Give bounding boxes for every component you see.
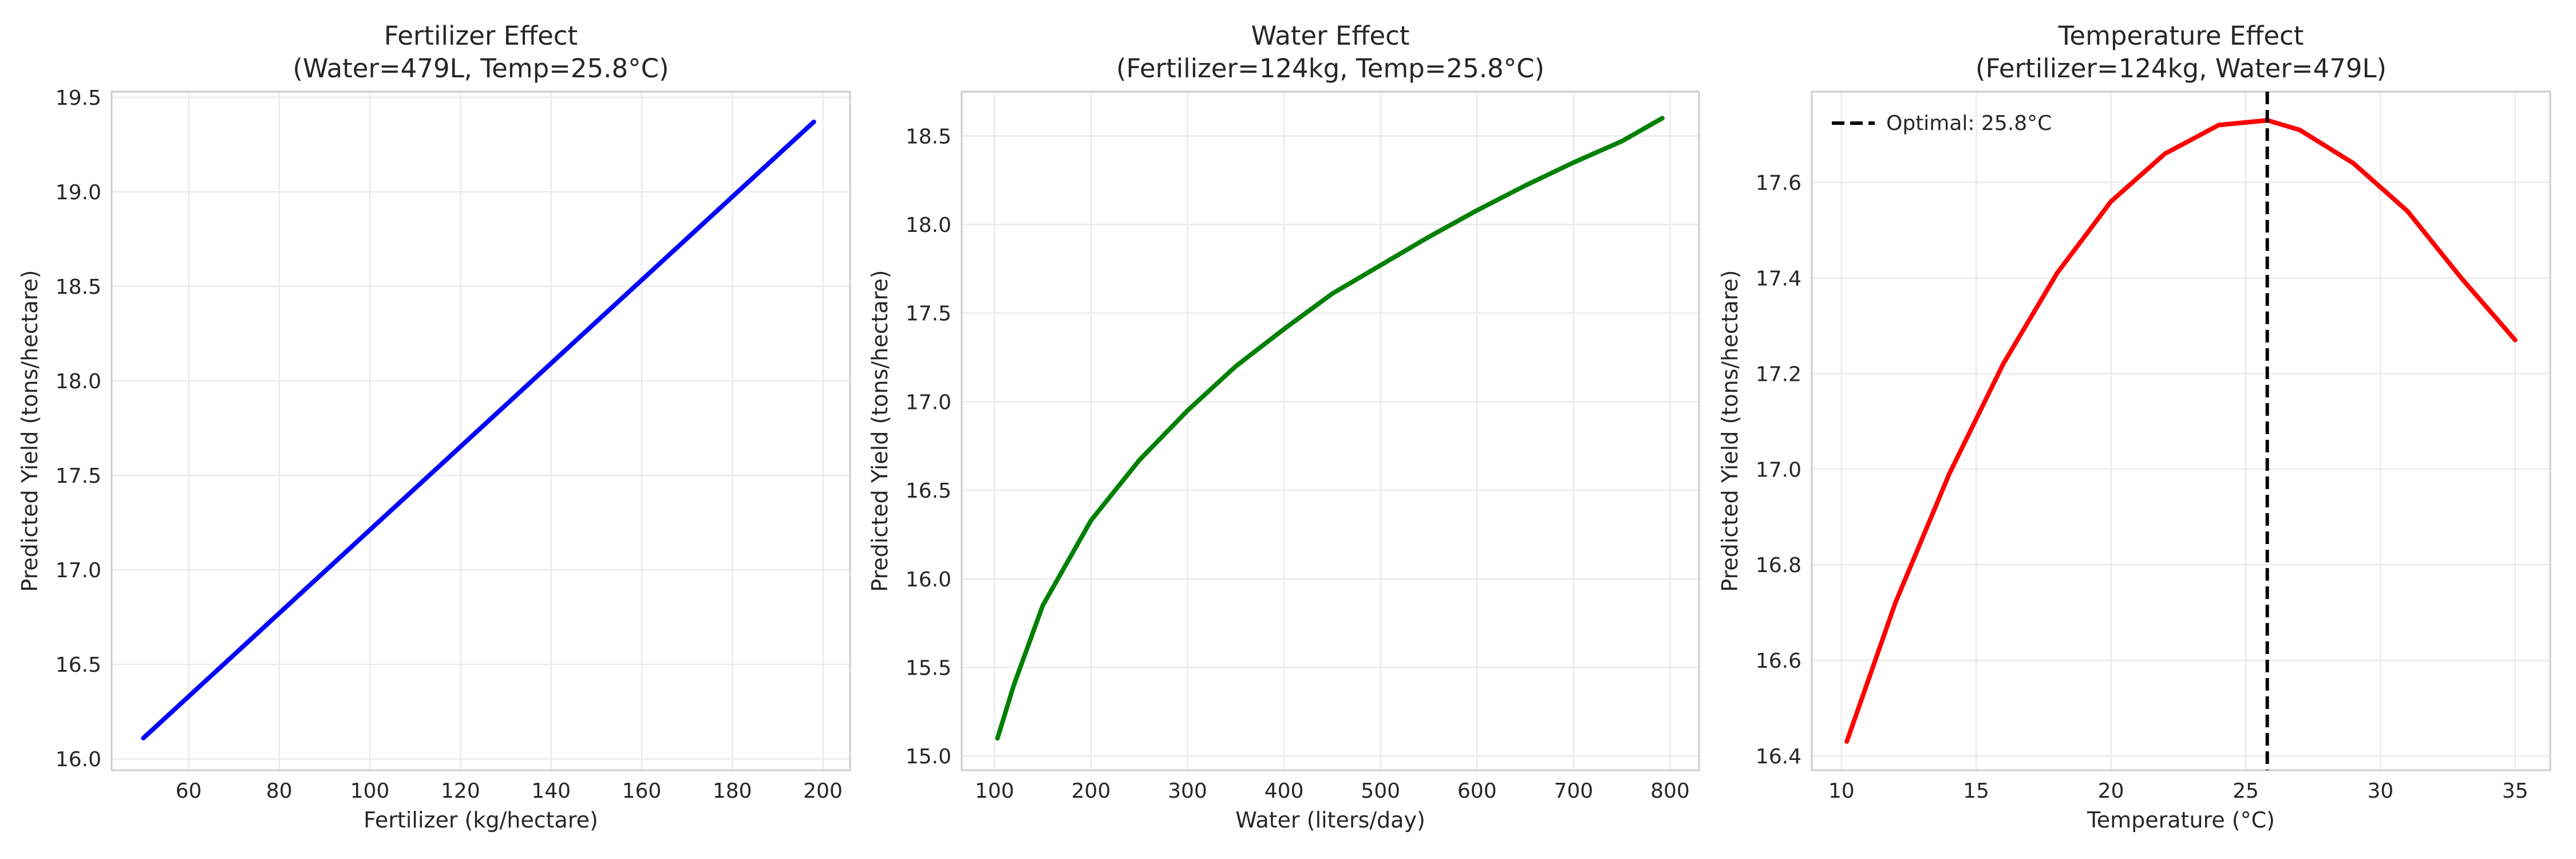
y-tick-label: 16.0 xyxy=(56,748,101,771)
x-tick-label: 80 xyxy=(266,779,293,803)
x-tick-label: 60 xyxy=(176,779,202,803)
y-tick-label: 18.5 xyxy=(906,125,951,148)
x-tick-label: 100 xyxy=(975,779,1014,803)
legend-label: Optimal: 25.8°C xyxy=(1886,112,2052,135)
chart-title: Water Effect xyxy=(1251,21,1410,51)
x-tick-label: 30 xyxy=(2367,779,2393,803)
y-tick-label: 15.5 xyxy=(906,657,951,680)
x-tick-label: 800 xyxy=(1650,779,1690,803)
x-tick-label: 35 xyxy=(2502,779,2528,803)
chart-subtitle: (Fertilizer=124kg, Temp=25.8°C) xyxy=(1116,53,1544,84)
legend: Optimal: 25.8°C xyxy=(1832,112,2052,135)
y-tick-label: 19.0 xyxy=(56,181,101,204)
y-axis-label: Predicted Yield (tons/hectare) xyxy=(17,270,42,592)
y-tick-label: 17.6 xyxy=(1756,172,1801,195)
y-tick-label: 18.0 xyxy=(56,370,101,393)
y-tick-label: 17.0 xyxy=(906,391,951,414)
x-tick-label: 140 xyxy=(531,779,571,803)
y-tick-label: 16.6 xyxy=(1756,649,1801,673)
x-tick-label: 500 xyxy=(1361,779,1400,803)
y-tick-label: 17.5 xyxy=(906,302,951,326)
y-tick-label: 17.5 xyxy=(56,464,101,488)
x-tick-label: 25 xyxy=(2233,779,2259,803)
y-tick-label: 17.0 xyxy=(1756,458,1801,482)
y-tick-label: 16.4 xyxy=(1756,745,1801,769)
y-tick-label: 18.5 xyxy=(56,275,101,299)
x-tick-label: 200 xyxy=(1072,779,1111,803)
x-tick-label: 180 xyxy=(713,779,752,803)
x-tick-label: 120 xyxy=(441,779,480,803)
series-line-1 xyxy=(1844,118,2518,744)
y-tick-label: 16.8 xyxy=(1756,554,1801,577)
y-tick-label: 16.5 xyxy=(906,479,951,503)
plot-frame xyxy=(110,90,851,771)
chart-panel-2: 100 200 300 400 500 600 700 800 15.0 15.5 16.0 16.5… xyxy=(867,21,1700,833)
chart-subtitle: (Water=479L, Temp=25.8°C) xyxy=(293,53,669,84)
y-axis-label: Predicted Yield (tons/hectare) xyxy=(867,270,892,592)
x-tick-label: 300 xyxy=(1168,779,1207,803)
y-tick-label: 18.0 xyxy=(906,214,951,237)
x-axis-label: Fertilizer (kg/hectare) xyxy=(364,807,598,833)
y-tick-label: 19.5 xyxy=(56,86,101,110)
y-tick-label: 17.2 xyxy=(1756,362,1801,386)
x-tick-label: 100 xyxy=(350,779,390,803)
y-tick-label: 16.0 xyxy=(906,568,951,592)
chart-subtitle: (Fertilizer=124kg, Water=479L) xyxy=(1976,53,2387,84)
y-tick-label: 15.0 xyxy=(906,745,951,769)
plot-frame xyxy=(1811,90,2551,771)
y-tick-label: 17.0 xyxy=(56,559,101,582)
x-tick-label: 20 xyxy=(2098,779,2124,803)
plot-frame xyxy=(961,90,1700,771)
y-tick-label: 16.5 xyxy=(56,653,101,677)
chart-title: Fertilizer Effect xyxy=(384,21,578,51)
series-line-1 xyxy=(141,119,816,740)
y-tick-label: 17.4 xyxy=(1756,267,1801,290)
x-axis-label: Water (liters/day) xyxy=(1235,807,1425,833)
x-tick-label: 700 xyxy=(1554,779,1593,803)
x-tick-label: 160 xyxy=(622,779,662,803)
y-axis-label: Predicted Yield (tons/hectare) xyxy=(1717,270,1743,592)
x-axis-label: Temperature (°C) xyxy=(2087,807,2275,833)
chart-panel-1: 60 80 100 120 140 160 180 200 16.0 16.5 17.0 17.5 18… xyxy=(17,21,851,833)
chart-title: Temperature Effect xyxy=(2058,21,2304,51)
x-tick-label: 400 xyxy=(1265,779,1304,803)
series-line-1 xyxy=(995,116,1665,741)
x-tick-label: 600 xyxy=(1457,779,1497,803)
chart-panel-3: 10 15 20 25 30 35 16.4 16.6 16.8 17.0 17.2 17.4 17.6… xyxy=(1717,21,2551,833)
x-tick-label: 200 xyxy=(803,779,843,803)
x-tick-label: 10 xyxy=(1828,779,1855,803)
x-tick-label: 15 xyxy=(1963,779,1989,803)
